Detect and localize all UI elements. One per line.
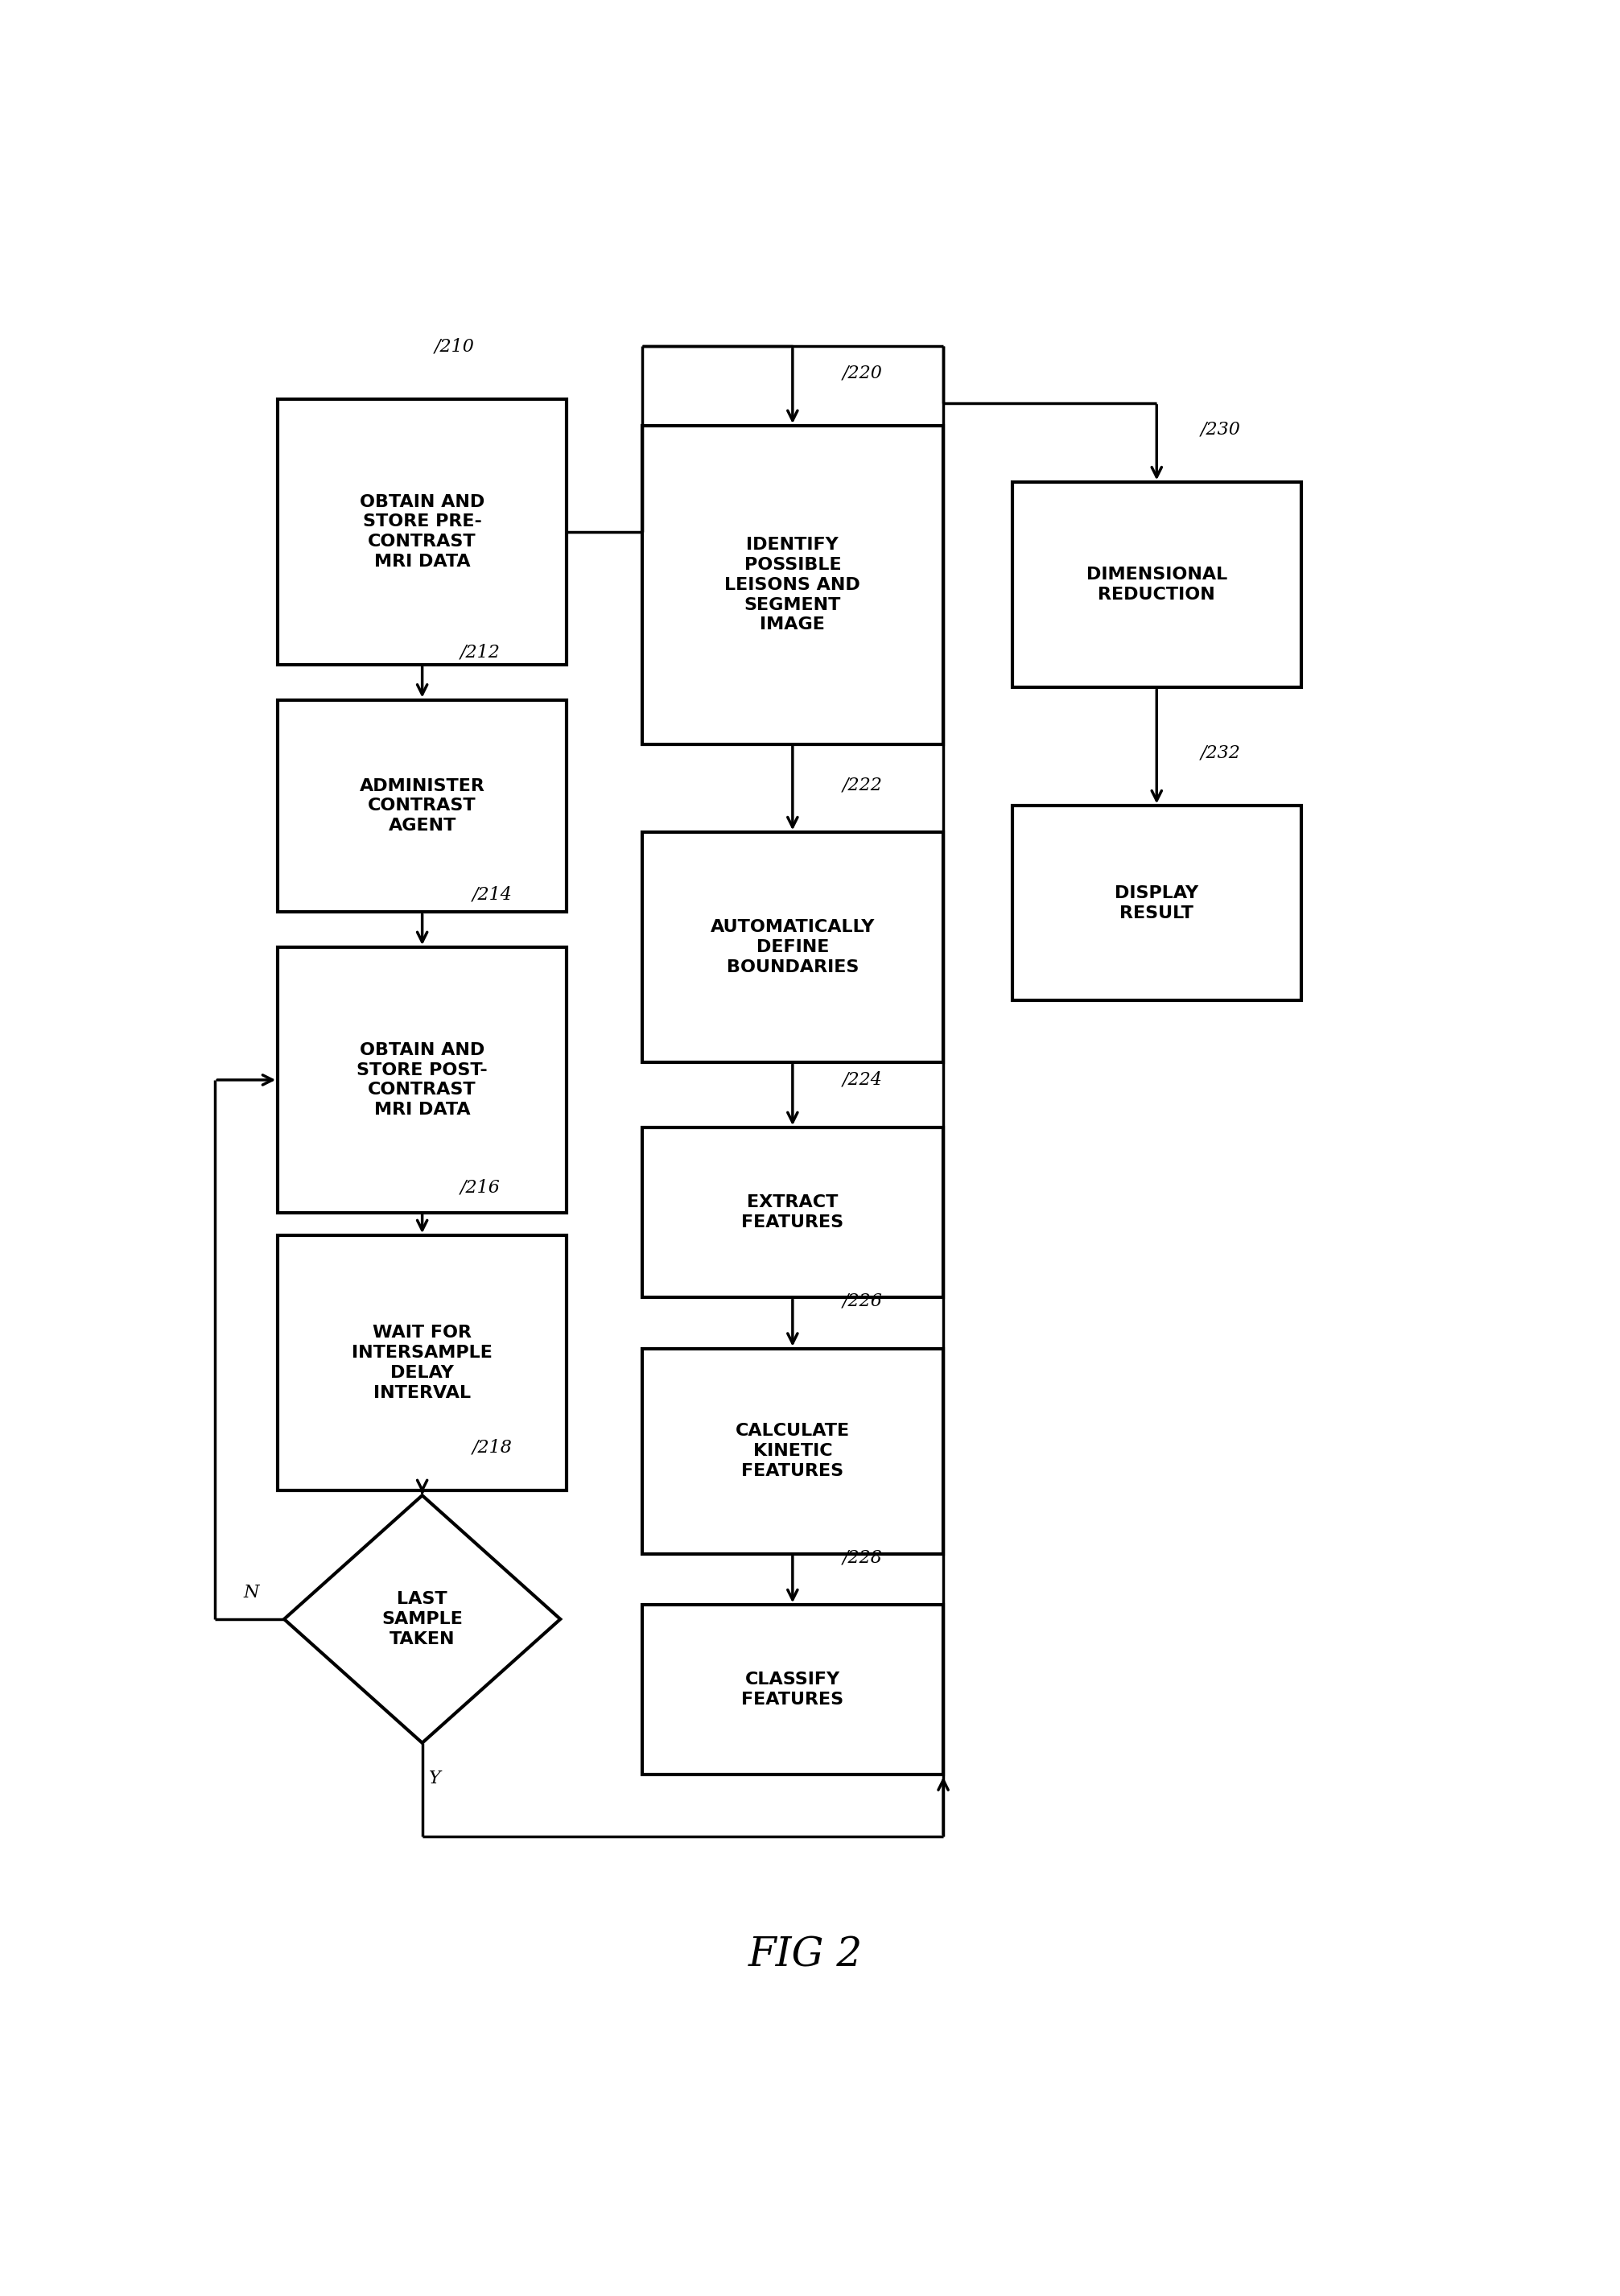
Text: AUTOMATICALLY
DEFINE
BOUNDARIES: AUTOMATICALLY DEFINE BOUNDARIES bbox=[710, 918, 875, 976]
Bar bbox=[642, 1605, 943, 1775]
Bar bbox=[1012, 482, 1301, 687]
Text: DIMENSIONAL
REDUCTION: DIMENSIONAL REDUCTION bbox=[1085, 567, 1228, 604]
Text: /220: /220 bbox=[842, 363, 883, 381]
Text: /210: /210 bbox=[434, 338, 475, 356]
Bar bbox=[642, 1127, 943, 1297]
Bar bbox=[279, 948, 567, 1212]
Text: OBTAIN AND
STORE PRE-
CONTRAST
MRI DATA: OBTAIN AND STORE PRE- CONTRAST MRI DATA bbox=[360, 494, 484, 569]
Text: /214: /214 bbox=[473, 886, 512, 902]
Text: N: N bbox=[243, 1584, 259, 1603]
Bar bbox=[642, 425, 943, 744]
Bar bbox=[279, 1235, 567, 1490]
Bar bbox=[642, 1348, 943, 1554]
Text: ADMINISTER
CONTRAST
AGENT: ADMINISTER CONTRAST AGENT bbox=[360, 778, 484, 833]
Text: /222: /222 bbox=[842, 776, 883, 794]
Text: FIG 2: FIG 2 bbox=[748, 1936, 862, 1975]
Text: /232: /232 bbox=[1200, 744, 1241, 762]
Text: IDENTIFY
POSSIBLE
LEISONS AND
SEGMENT
IMAGE: IDENTIFY POSSIBLE LEISONS AND SEGMENT IM… bbox=[724, 537, 860, 634]
Text: /224: /224 bbox=[842, 1070, 883, 1088]
Text: CALCULATE
KINETIC
FEATURES: CALCULATE KINETIC FEATURES bbox=[735, 1424, 850, 1479]
Text: LAST
SAMPLE
TAKEN: LAST SAMPLE TAKEN bbox=[382, 1591, 463, 1646]
Text: DISPLAY
RESULT: DISPLAY RESULT bbox=[1115, 884, 1199, 921]
Text: /230: /230 bbox=[1200, 420, 1241, 439]
Bar bbox=[642, 833, 943, 1063]
Bar bbox=[279, 400, 567, 664]
Bar bbox=[279, 700, 567, 912]
Text: /218: /218 bbox=[473, 1440, 512, 1456]
Text: CLASSIFY
FEATURES: CLASSIFY FEATURES bbox=[742, 1671, 844, 1708]
Text: /226: /226 bbox=[842, 1293, 883, 1309]
Text: Y: Y bbox=[429, 1770, 441, 1786]
Text: EXTRACT
FEATURES: EXTRACT FEATURES bbox=[742, 1194, 844, 1231]
Text: WAIT FOR
INTERSAMPLE
DELAY
INTERVAL: WAIT FOR INTERSAMPLE DELAY INTERVAL bbox=[352, 1325, 492, 1401]
Bar bbox=[1012, 806, 1301, 1001]
Text: /212: /212 bbox=[460, 643, 501, 661]
Text: /228: /228 bbox=[842, 1548, 883, 1566]
Polygon shape bbox=[284, 1495, 561, 1743]
Text: /216: /216 bbox=[460, 1178, 501, 1196]
Text: OBTAIN AND
STORE POST-
CONTRAST
MRI DATA: OBTAIN AND STORE POST- CONTRAST MRI DATA bbox=[356, 1042, 488, 1118]
